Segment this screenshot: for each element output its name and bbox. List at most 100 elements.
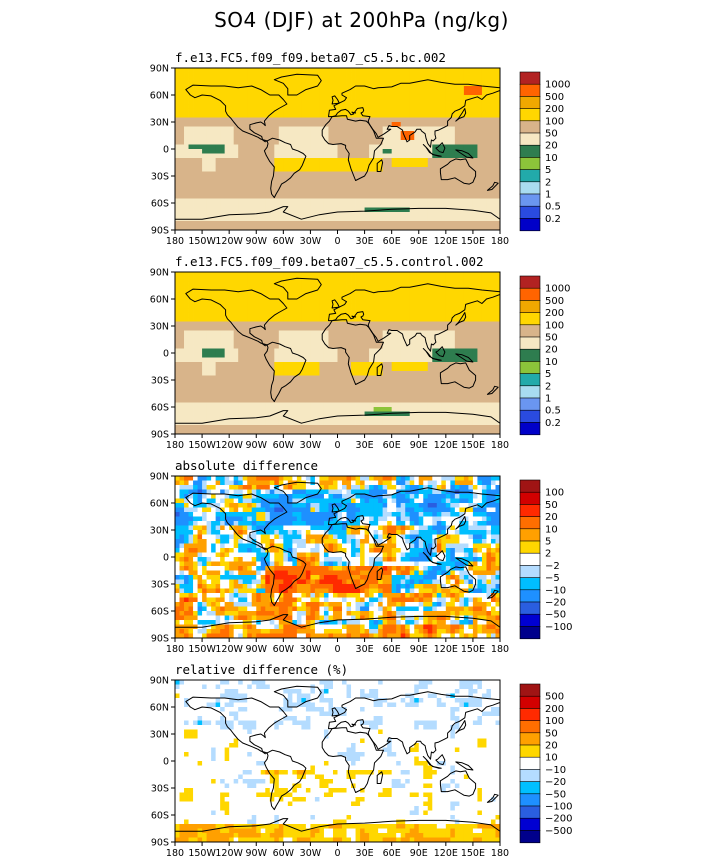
x-tick-label: 90W	[246, 236, 268, 247]
colorbar-swatch	[519, 732, 541, 746]
data-field	[175, 680, 500, 842]
x-tick-label: 0	[334, 848, 340, 859]
x-tick-label: 30W	[300, 236, 322, 247]
x-tick-label: 90W	[246, 644, 268, 655]
y-tick-label: 60N	[150, 499, 169, 510]
x-tick-label: 0	[334, 236, 340, 247]
x-tick-label: 60E	[383, 440, 401, 451]
y-tick-label: 90S	[151, 838, 169, 849]
x-tick-label: 150W	[188, 440, 216, 451]
x-tick-label: 30W	[300, 848, 322, 859]
colorbar-swatch	[519, 720, 541, 734]
y-tick-label: 30S	[151, 172, 169, 183]
x-tick-label: 60W	[273, 236, 295, 247]
x-tick-label: 150W	[188, 236, 216, 247]
colorbar-swatch	[519, 769, 541, 783]
panel-title: relative difference (%)	[175, 662, 348, 677]
x-tick-label: 30E	[356, 236, 374, 247]
colorbar-swatch	[519, 348, 541, 362]
colorbar-label: −10	[545, 765, 566, 776]
data-field	[175, 272, 500, 434]
x-tick-label: 90E	[410, 236, 428, 247]
colorbar-label: 20	[545, 141, 558, 152]
colorbar-label: −100	[545, 802, 572, 813]
colorbar-label: 5	[545, 369, 551, 380]
y-tick-label: 0	[163, 757, 169, 768]
colorbar-swatch	[519, 504, 541, 518]
x-tick-label: 150W	[188, 644, 216, 655]
colorbar-swatch	[519, 409, 541, 423]
y-tick-label: 90N	[150, 268, 169, 279]
colorbar-swatch	[519, 300, 541, 314]
colorbar-label: −20	[545, 777, 566, 788]
x-tick-label: 30W	[300, 644, 322, 655]
x-tick-label: 120W	[215, 848, 243, 859]
x-tick-label: 120E	[434, 236, 458, 247]
y-tick-label: 30S	[151, 376, 169, 387]
colorbar-label: 100	[545, 716, 564, 727]
colorbar-swatch	[519, 422, 541, 436]
x-tick-label: 0	[334, 440, 340, 451]
panel-title: absolute difference	[175, 458, 318, 473]
x-tick-label: 60E	[383, 848, 401, 859]
data-field	[175, 476, 500, 638]
colorbar-swatch	[519, 83, 541, 97]
colorbar-swatch	[519, 577, 541, 591]
colorbar-swatch	[519, 218, 541, 232]
y-tick-label: 0	[163, 145, 169, 156]
colorbar-label: −50	[545, 610, 566, 621]
x-tick-label: 180	[166, 236, 184, 247]
colorbar-swatch	[519, 205, 541, 219]
colorbar-swatch	[519, 601, 541, 615]
colorbar-label: 0.2	[545, 214, 561, 225]
colorbar-label: −100	[545, 622, 572, 633]
colorbar-swatch	[519, 781, 541, 795]
colorbar-label: 200	[545, 308, 564, 319]
colorbar-label: 50	[545, 500, 558, 511]
colorbar-swatch	[519, 193, 541, 207]
y-tick-label: 60N	[150, 91, 169, 102]
y-tick-label: 0	[163, 553, 169, 564]
colorbar-label: 50	[545, 728, 558, 739]
colorbar-label: 1	[545, 190, 551, 201]
colorbar-label: 5	[545, 537, 551, 548]
colorbar-swatch	[519, 552, 541, 566]
colorbar-swatch	[519, 817, 541, 831]
y-tick-label: 90S	[151, 226, 169, 237]
y-tick-label: 30N	[150, 118, 169, 129]
x-tick-label: 150E	[461, 236, 485, 247]
x-tick-label: 30E	[356, 440, 374, 451]
x-tick-label: 60E	[383, 644, 401, 655]
colorbar-swatch	[519, 120, 541, 134]
y-tick-label: 90N	[150, 472, 169, 483]
x-tick-label: 120E	[434, 848, 458, 859]
colorbar-label: 2	[545, 549, 551, 560]
colorbar-swatch	[519, 397, 541, 411]
colorbar-swatch	[519, 324, 541, 338]
colorbar-label: 5	[545, 165, 551, 176]
colorbar-swatch	[519, 385, 541, 399]
coastlines	[175, 481, 500, 638]
colorbar-swatch	[519, 756, 541, 770]
colorbar-label: 0.5	[545, 202, 561, 213]
colorbar-swatch	[519, 361, 541, 375]
colorbar-swatch	[519, 336, 541, 350]
x-tick-label: 150E	[461, 848, 485, 859]
x-tick-label: 90E	[410, 848, 428, 859]
coastlines	[175, 277, 500, 434]
colorbar-swatch	[519, 683, 541, 697]
colorbar-swatch	[519, 275, 541, 289]
colorbar-label: 50	[545, 333, 558, 344]
y-tick-label: 60S	[151, 607, 169, 618]
x-tick-label: 30E	[356, 848, 374, 859]
colorbar-label: 10	[545, 357, 558, 368]
colorbar-swatch	[519, 565, 541, 579]
x-tick-label: 150W	[188, 848, 216, 859]
colorbar-swatch	[519, 528, 541, 542]
colorbar-swatch	[519, 132, 541, 146]
panel-control: f.e13.FC5.f09_f09.beta07_c5.5.control.00…	[150, 254, 571, 451]
x-tick-label: 60W	[273, 440, 295, 451]
